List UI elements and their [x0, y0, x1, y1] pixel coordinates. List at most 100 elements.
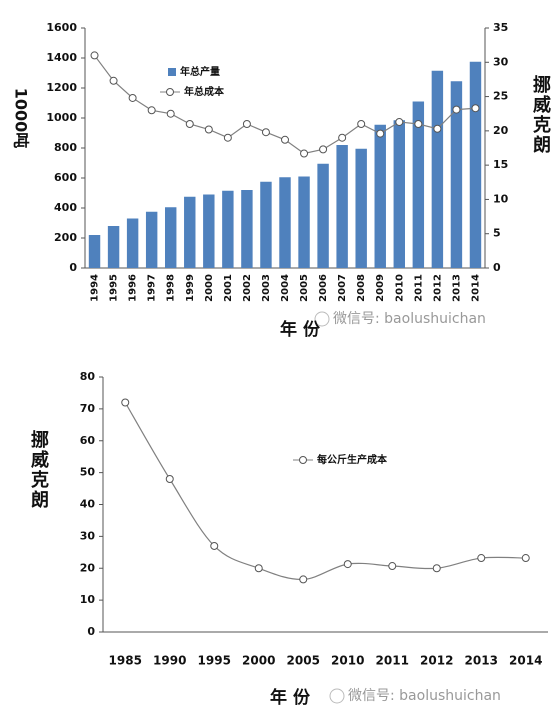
y-tick-label: 70	[80, 402, 96, 415]
bar	[431, 70, 444, 268]
y2-tick-label: 10	[493, 192, 509, 205]
y-tick-label: 200	[54, 231, 77, 244]
x-tick-label: 2005	[299, 274, 310, 302]
marker	[433, 124, 442, 133]
x-tick-label: 2006	[318, 274, 329, 302]
legend-label: 年总成本	[184, 85, 225, 98]
legend-label: 年总产量	[180, 65, 220, 78]
y2-tick-label: 15	[493, 158, 508, 171]
marker	[395, 117, 404, 126]
bar	[355, 148, 367, 268]
x-tick-label: 1995	[109, 274, 120, 302]
y2-tick-label: 35	[493, 21, 508, 34]
y2-tick-label: 5	[493, 227, 501, 240]
y-tick-label: 800	[54, 141, 77, 154]
y-tick-label: 400	[54, 201, 77, 214]
marker	[299, 575, 308, 584]
legend-label: 每公斤生产成本	[317, 453, 388, 466]
y-tick-label: 1200	[46, 81, 77, 94]
watermark-icon	[314, 311, 330, 327]
x-tick-label: 2009	[375, 274, 386, 302]
marker	[165, 475, 174, 483]
x-tick-label: 2011	[413, 274, 424, 302]
y-tick-label: 600	[54, 171, 77, 184]
bar	[184, 196, 196, 268]
x-tick-label: 1995	[198, 654, 231, 668]
y-axis-label: 1000吨	[12, 88, 31, 149]
marker	[90, 51, 99, 60]
marker	[121, 398, 130, 407]
y2-tick-label: 25	[493, 90, 508, 103]
bar	[450, 81, 463, 268]
y-tick-label: 50	[80, 466, 96, 479]
legend-marker	[166, 88, 174, 96]
bar	[374, 124, 386, 268]
x-tick-label: 1994	[90, 274, 101, 302]
bar	[317, 163, 329, 268]
marker	[376, 129, 385, 138]
marker	[204, 125, 213, 134]
bar	[203, 194, 215, 268]
marker	[254, 564, 263, 573]
y2-tick-label: 30	[493, 55, 509, 68]
marker	[300, 149, 309, 158]
x-tick-label: 2004	[280, 274, 291, 302]
marker	[357, 120, 366, 128]
y-tick-label: 40	[80, 498, 96, 511]
bar	[260, 181, 272, 268]
marker	[343, 560, 352, 569]
y-axis-label: 挪威克朗	[28, 429, 49, 510]
marker	[414, 120, 423, 128]
marker	[185, 120, 194, 128]
x-tick-label: 1990	[153, 654, 186, 668]
watermark-icon	[329, 688, 345, 704]
line	[124, 402, 526, 581]
y-tick-label: 10	[80, 593, 96, 606]
x-axis-label: 年 份	[280, 319, 321, 340]
x-tick-label: 2005	[287, 654, 320, 668]
marker	[452, 105, 461, 114]
x-tick-label: 2001	[223, 274, 234, 302]
marker	[242, 120, 251, 128]
marker	[109, 76, 118, 85]
x-tick-label: 2008	[356, 274, 367, 302]
y-tick-label: 1400	[46, 51, 77, 64]
watermark: 微信号: baolushuichan	[333, 311, 486, 327]
x-tick-label: 2010	[394, 274, 405, 302]
y-tick-label: 0	[69, 261, 77, 274]
bar	[222, 190, 234, 268]
marker	[166, 109, 175, 118]
x-tick-label: 2003	[261, 274, 272, 302]
bar	[145, 211, 158, 268]
bar	[412, 101, 425, 268]
marker	[210, 541, 219, 550]
marker	[223, 133, 232, 142]
x-tick-label: 2012	[420, 654, 453, 668]
y-tick-label: 30	[80, 529, 96, 542]
x-tick-label: 2012	[432, 274, 443, 302]
marker	[319, 145, 328, 154]
bar	[241, 190, 253, 268]
x-tick-label: 2000	[242, 654, 275, 668]
bar	[126, 218, 139, 268]
x-tick-label: 1997	[147, 274, 158, 302]
y-tick-label: 0	[87, 625, 95, 638]
x-tick-label: 2013	[451, 274, 462, 302]
marker	[128, 93, 137, 102]
bar	[165, 207, 177, 268]
marker	[477, 554, 486, 563]
bar	[279, 177, 291, 268]
marker	[388, 562, 397, 571]
x-tick-label: 2014	[509, 654, 542, 668]
x-tick-label: 2002	[242, 274, 253, 302]
y2-axis-label: 挪威克朗	[530, 74, 551, 155]
x-tick-label: 2007	[337, 274, 348, 302]
x-tick-label: 2013	[465, 654, 498, 668]
bar	[107, 226, 120, 268]
x-tick-label: 1999	[185, 274, 196, 302]
x-axis-label: 年 份	[270, 687, 311, 708]
bar	[298, 176, 310, 268]
